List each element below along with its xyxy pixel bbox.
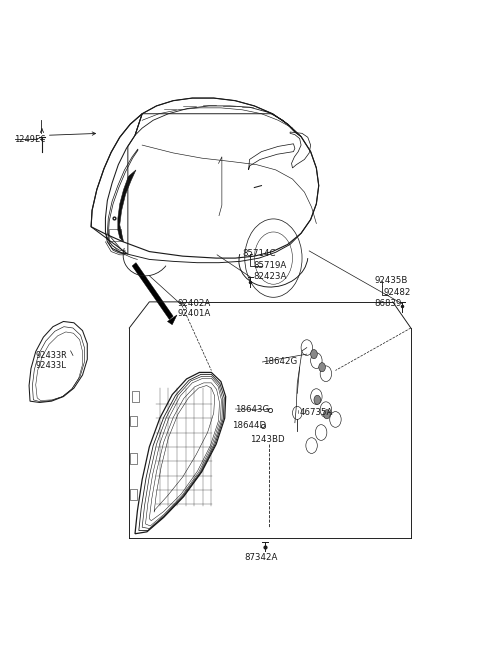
Circle shape: [311, 350, 317, 359]
Text: 18644D: 18644D: [232, 422, 266, 430]
Text: 92433R: 92433R: [36, 351, 67, 360]
Text: 92482: 92482: [383, 288, 410, 297]
Polygon shape: [118, 170, 136, 242]
Text: 18642G: 18642G: [263, 358, 297, 367]
Circle shape: [314, 396, 321, 405]
Bar: [109, 230, 121, 241]
Polygon shape: [132, 262, 173, 319]
Text: 18643G: 18643G: [235, 405, 269, 414]
Circle shape: [324, 409, 330, 419]
Text: 82423A: 82423A: [253, 272, 286, 281]
Text: 86839: 86839: [374, 299, 402, 308]
Text: 92435B: 92435B: [374, 276, 408, 285]
Text: 87342A: 87342A: [245, 554, 278, 562]
Bar: [130, 415, 137, 426]
Text: 46735A: 46735A: [300, 409, 333, 417]
Text: 85719A: 85719A: [253, 261, 286, 270]
Bar: [130, 453, 137, 464]
Text: 92402A: 92402A: [178, 298, 211, 308]
Text: 1243BD: 1243BD: [250, 434, 284, 443]
Bar: [130, 489, 137, 500]
Text: 1249EC: 1249EC: [15, 135, 46, 144]
Text: 92401A: 92401A: [178, 309, 211, 318]
Bar: [132, 392, 139, 402]
Text: 92433L: 92433L: [36, 361, 67, 370]
Text: 85714C: 85714C: [242, 249, 276, 258]
Polygon shape: [168, 315, 177, 325]
Circle shape: [319, 363, 325, 372]
